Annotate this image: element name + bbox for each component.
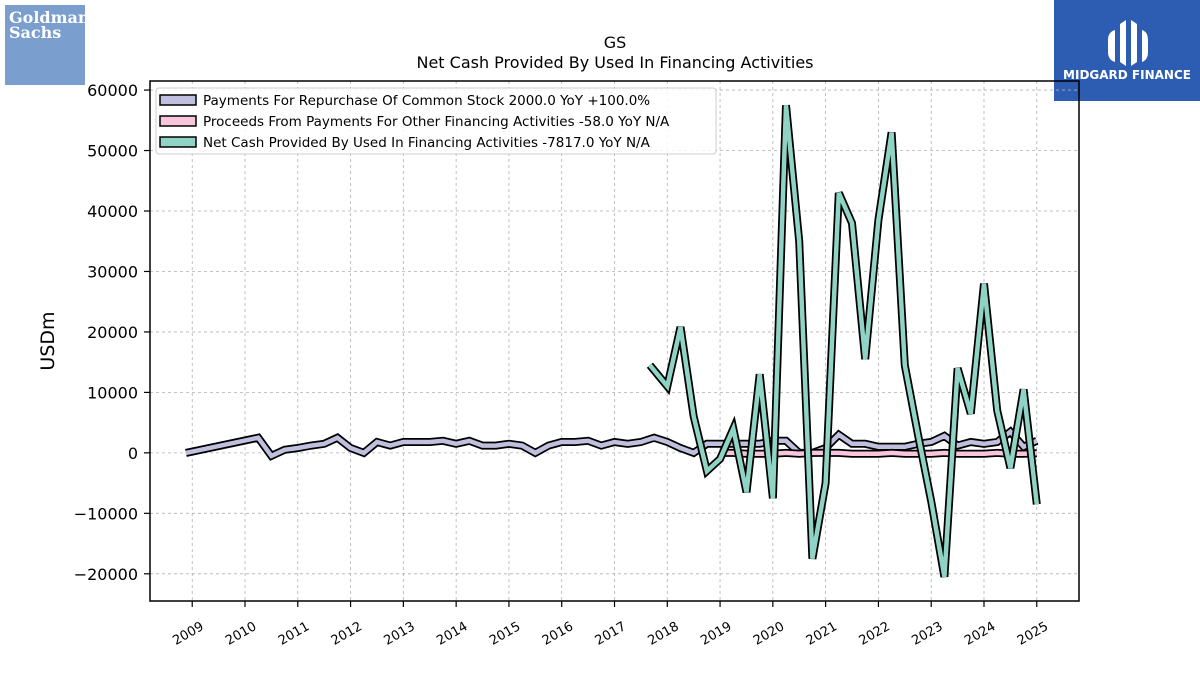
series-line <box>648 104 1040 578</box>
legend-label: Payments For Repurchase Of Common Stock … <box>203 93 650 109</box>
midgard-finance-name: MIDGARD FINANCE <box>1063 68 1191 82</box>
logo-text-line2: Sachs <box>9 23 62 42</box>
chart-title: GS <box>604 33 627 52</box>
y-tick-label: 30000 <box>87 262 138 281</box>
x-tick-label: 2022 <box>857 619 893 649</box>
chart-subtitle: Net Cash Provided By Used In Financing A… <box>416 53 813 72</box>
x-tick-label: 2020 <box>751 619 787 649</box>
legend-box <box>155 87 717 155</box>
x-tick-label: 2010 <box>223 619 259 649</box>
x-axis: 2009 2010 2011 2012 2013 2014 2015 2016 2017 2018… <box>170 601 1051 649</box>
x-tick-label: 2014 <box>434 619 470 649</box>
legend: Payments For Repurchase Of Common Stock … <box>155 87 717 155</box>
x-tick-label: 2025 <box>1015 619 1051 649</box>
legend-swatch <box>159 115 197 127</box>
x-tick-label: 2021 <box>804 619 840 649</box>
y-tick-label: 0 <box>128 444 138 463</box>
x-tick-label: 2023 <box>909 619 945 649</box>
x-tick-label: 2012 <box>329 619 365 649</box>
legend-label: Proceeds From Payments For Other Financi… <box>203 114 670 130</box>
y-tick-label: 10000 <box>87 383 138 402</box>
x-tick-label: 2011 <box>276 619 312 649</box>
legend-label: Net Cash Provided By Used In Financing A… <box>203 135 651 151</box>
midgard-mark-icon <box>1108 20 1148 66</box>
logo-text-line1: Goldman <box>9 8 90 27</box>
y-tick-label: 60000 <box>87 81 138 100</box>
x-tick-label: 2019 <box>698 619 734 649</box>
y-axis-label: USDm <box>37 311 59 370</box>
x-tick-label: 2017 <box>593 619 629 649</box>
x-tick-label: 2016 <box>540 619 576 649</box>
legend-swatch <box>159 94 197 106</box>
x-tick-label: 2013 <box>382 619 418 649</box>
grid <box>150 81 1079 601</box>
midgard-finance-logo: MIDGARD FINANCE <box>1054 0 1200 101</box>
series-layer <box>185 104 1041 578</box>
legend-swatch <box>159 136 197 148</box>
y-tick-label: 50000 <box>87 142 138 161</box>
y-tick-label: 20000 <box>87 323 138 342</box>
x-tick-label: 2024 <box>962 619 998 649</box>
x-tick-label: 2018 <box>645 619 681 649</box>
goldman-sachs-logo: Goldman Sachs <box>5 5 90 85</box>
y-tick-label: −10000 <box>74 504 138 523</box>
x-tick-label: 2009 <box>170 619 206 649</box>
y-tick-label: −20000 <box>74 565 138 584</box>
y-tick-label: 40000 <box>87 202 138 221</box>
y-axis: 60000 50000 40000 30000 20000 10000 0 −10000 −20… <box>74 81 150 584</box>
x-tick-label: 2015 <box>487 619 523 649</box>
series-line <box>185 428 1038 459</box>
